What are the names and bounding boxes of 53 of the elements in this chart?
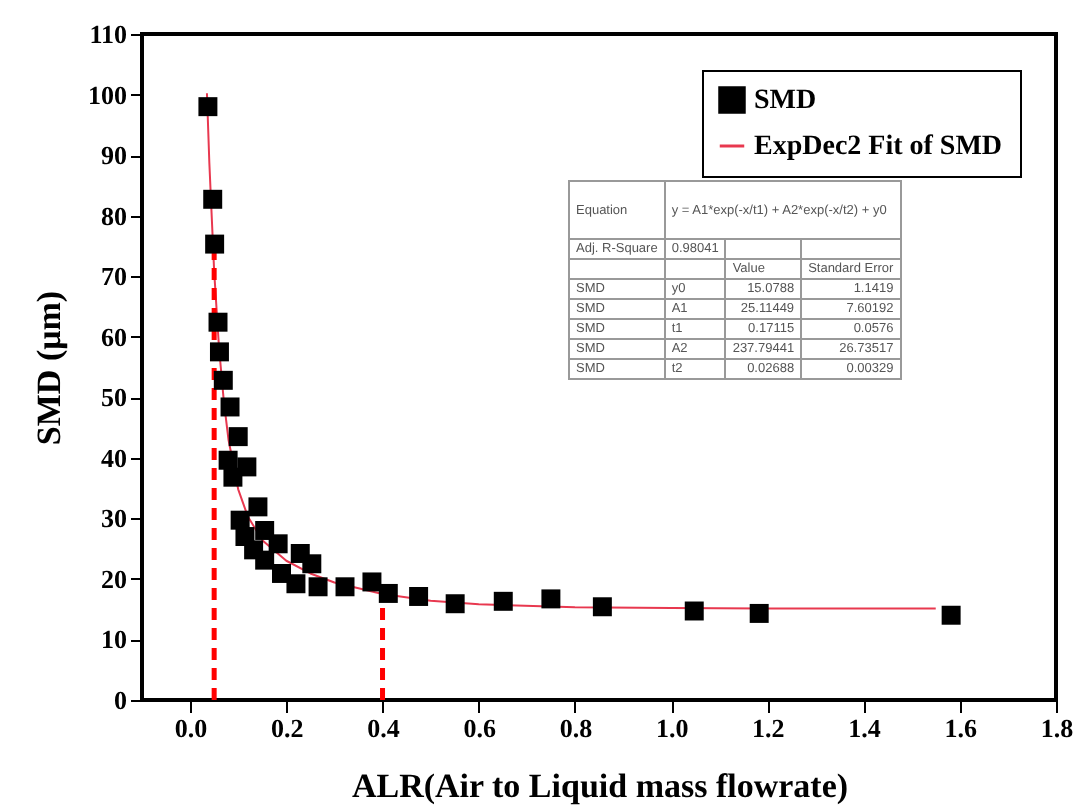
x-tick-label: 1.8 (1040, 713, 1075, 743)
y-tick-label: 0 (114, 685, 127, 715)
legend-label: ExpDec2 Fit of SMD (754, 132, 1003, 162)
point (684, 601, 704, 621)
point (378, 583, 398, 603)
x-tick-label: 0.2 (271, 713, 304, 743)
y-tick-label: 70 (101, 261, 127, 292)
point (268, 534, 288, 554)
point (220, 397, 240, 417)
point (237, 457, 257, 477)
x-tick-label: 1.4 (848, 713, 882, 743)
y-tick-label: 30 (101, 503, 127, 534)
point (228, 427, 248, 447)
point (362, 572, 382, 592)
point (248, 497, 268, 517)
y-tick-label: 80 (101, 200, 127, 231)
x-tick-label: 1.2 (752, 713, 785, 743)
point (493, 591, 513, 611)
point (302, 554, 322, 574)
point (409, 586, 429, 606)
x-tick-label: 1.6 (944, 713, 979, 743)
point (205, 234, 225, 254)
y-tick-label: 110 (89, 19, 127, 49)
x-tick-label: 0.8 (559, 713, 594, 743)
x-tick-label: 0.6 (463, 713, 497, 743)
point (286, 574, 306, 594)
x-tick-label: 0.4 (367, 713, 401, 743)
point (445, 594, 465, 614)
y-tick-label: 40 (101, 442, 127, 473)
point (941, 605, 961, 625)
x-tick-label: 1.0 (655, 713, 689, 743)
point (749, 603, 769, 623)
x-axis-title: ALR(Air to Liquid mass flowrate) (351, 767, 849, 805)
x-tick-label: 0.0 (174, 713, 208, 743)
point (335, 577, 355, 597)
legend-label: SMD (754, 86, 817, 116)
y-tick-label: 90 (101, 140, 127, 171)
y-tick-label: 20 (101, 563, 127, 594)
point (209, 342, 229, 362)
point (198, 97, 218, 117)
point (592, 597, 612, 617)
point (255, 520, 275, 540)
point (308, 577, 328, 597)
point (213, 370, 233, 390)
point (541, 589, 561, 609)
point (255, 550, 275, 570)
y-tick-label: 60 (101, 321, 127, 352)
point (208, 312, 228, 332)
y-axis-title: SMD (μm) (30, 290, 68, 446)
y-tick-label: 10 (101, 624, 127, 655)
y-tick-label: 50 (101, 382, 127, 413)
y-tick-label: 100 (88, 79, 127, 110)
point (203, 189, 223, 209)
